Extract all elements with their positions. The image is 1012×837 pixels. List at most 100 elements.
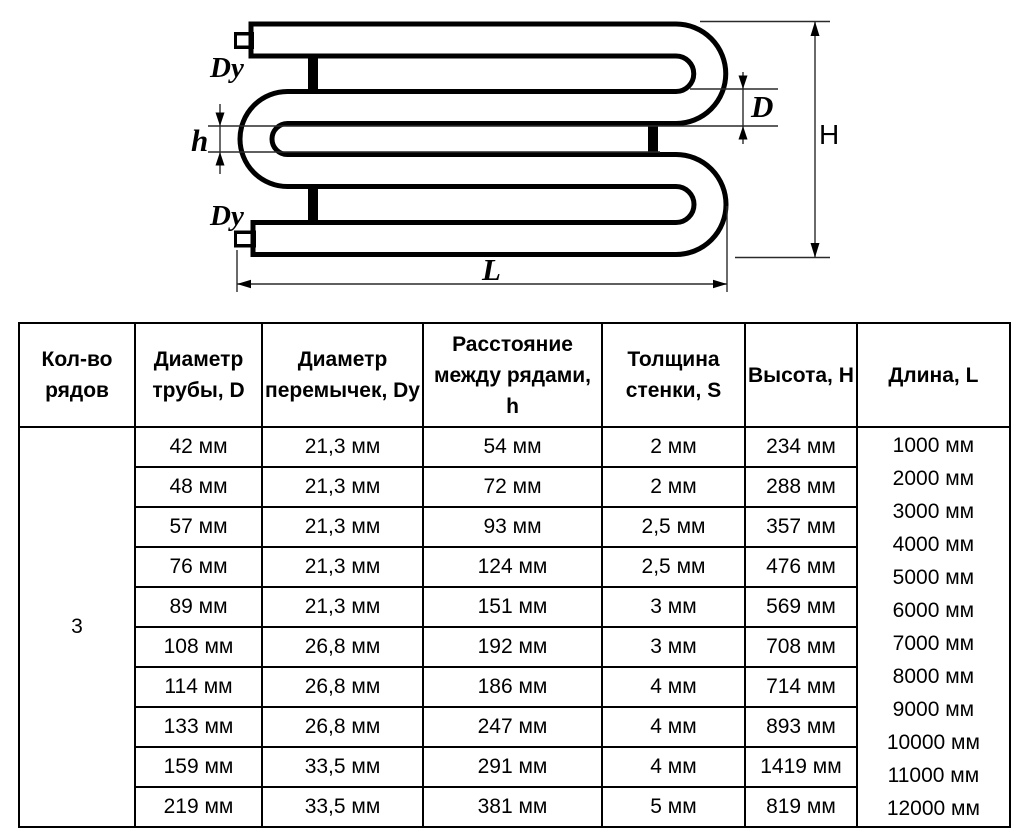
length-value: 10000 мм: [886, 731, 980, 754]
length-arrow-left: [237, 279, 251, 289]
s-value: 5 мм: [601, 786, 746, 828]
dy-top-label: Dy: [209, 52, 244, 84]
pipe-bore: [242, 26, 724, 252]
pipe-outline: [237, 21, 729, 257]
outlet-stub-bore: [237, 234, 253, 244]
d-value: 42 мм: [134, 426, 263, 468]
length-value: 3000 мм: [892, 500, 975, 523]
height-value: 234 мм: [744, 426, 858, 468]
h-value: 186 мм: [422, 666, 603, 708]
d-value: 57 мм: [134, 506, 263, 548]
d-value: 76 мм: [134, 546, 263, 588]
s-value: 2,5 мм: [601, 546, 746, 588]
rows-count-cell: 3: [18, 426, 136, 828]
header-rows-count: Кол-во рядов: [18, 322, 136, 428]
height-value: 476 мм: [744, 546, 858, 588]
inlet-stub-bore: [237, 35, 251, 46]
header-row-spacing: Расстояние между рядами, h: [422, 322, 603, 428]
s-value: 2,5 мм: [601, 506, 746, 548]
table-row: 159 мм 33,5 мм 291 мм 4 мм 1419 мм: [19, 746, 1010, 788]
s-value: 3 мм: [601, 626, 746, 668]
h-arrow-top: [215, 112, 225, 126]
d-value: 48 мм: [134, 466, 263, 508]
jumper-top-left: [308, 57, 318, 92]
height-arrow-top: [810, 21, 820, 36]
dy-value: 26,8 мм: [261, 666, 424, 708]
length-value: 11000 мм: [887, 764, 980, 787]
height-value: 708 мм: [744, 626, 858, 668]
jumper-bottom-left: [308, 187, 318, 222]
top-pipe-cap: [248, 21, 254, 59]
d-label: D: [750, 89, 773, 124]
dy-bottom-label: Dy: [209, 200, 244, 232]
header-pipe-diameter: Диаметр трубы, D: [134, 322, 263, 428]
dy-value: 26,8 мм: [261, 626, 424, 668]
h-value: 291 мм: [422, 746, 603, 788]
table-row: 57 мм 21,3 мм 93 мм 2,5 мм 357 мм: [19, 506, 1010, 548]
table-row: 76 мм 21,3 мм 124 мм 2,5 мм 476 мм: [19, 546, 1010, 588]
jumper-middle-right: [648, 124, 658, 155]
d-value: 114 мм: [134, 666, 263, 708]
table-row: 133 мм 26,8 мм 247 мм 4 мм 893 мм: [19, 706, 1010, 748]
height-value: 819 мм: [744, 786, 858, 828]
height-value: 1419 мм: [744, 746, 858, 788]
dy-value: 21,3 мм: [261, 506, 424, 548]
d-value: 108 мм: [134, 626, 263, 668]
height-label: H: [819, 119, 839, 150]
d-value: 89 мм: [134, 586, 263, 628]
length-value: 7000 мм: [892, 632, 975, 655]
header-row: Кол-во рядов Диаметр трубы, D Диаметр пе…: [18, 322, 1011, 428]
dy-value: 21,3 мм: [261, 466, 424, 508]
h-value: 247 мм: [422, 706, 603, 748]
serpentine-register-drawing: Dy h Dy D H L: [191, 20, 839, 292]
table-row: 114 мм 26,8 мм 186 мм 4 мм 714 мм: [19, 666, 1010, 708]
s-value: 2 мм: [601, 466, 746, 508]
d-arrow-top: [738, 75, 748, 89]
dy-value: 21,3 мм: [261, 546, 424, 588]
length-value: 6000 мм: [892, 599, 975, 622]
height-arrow-bottom: [810, 243, 820, 258]
d-arrow-bottom: [738, 126, 748, 140]
h-value: 54 мм: [422, 426, 603, 468]
length-value: 2000 мм: [892, 467, 975, 490]
dy-value: 21,3 мм: [261, 586, 424, 628]
lengths-cell: 1000 мм 2000 мм 3000 мм 4000 мм 5000 мм …: [855, 426, 1011, 828]
length-value: 4000 мм: [892, 533, 975, 556]
dy-value: 26,8 мм: [261, 706, 424, 748]
d-value: 159 мм: [134, 746, 263, 788]
length-value: 9000 мм: [892, 698, 975, 721]
dy-value: 21,3 мм: [261, 426, 424, 468]
d-value: 219 мм: [134, 786, 263, 828]
dy-value: 33,5 мм: [261, 746, 424, 788]
header-jumper-diameter: Диаметр перемычек, Dy: [261, 322, 424, 428]
h-value: 72 мм: [422, 466, 603, 508]
spec-table: Кол-во рядов Диаметр трубы, D Диаметр пе…: [18, 322, 1011, 828]
s-value: 4 мм: [601, 706, 746, 748]
length-value: 8000 мм: [892, 665, 975, 688]
d-value: 133 мм: [134, 706, 263, 748]
header-height: Высота, H: [744, 322, 858, 428]
height-value: 714 мм: [744, 666, 858, 708]
table-row: 219 мм 33,5 мм 381 мм 5 мм 819 мм: [19, 786, 1010, 828]
h-value: 192 мм: [422, 626, 603, 668]
height-value: 893 мм: [744, 706, 858, 748]
table-row: 89 мм 21,3 мм 151 мм 3 мм 569 мм: [19, 586, 1010, 628]
h-label: h: [191, 123, 208, 158]
h-value: 381 мм: [422, 786, 603, 828]
length-value: 5000 мм: [892, 566, 975, 589]
h-value: 124 мм: [422, 546, 603, 588]
header-wall-thickness: Толщина стенки, S: [601, 322, 746, 428]
header-length: Длина, L: [855, 322, 1011, 428]
s-value: 2 мм: [601, 426, 746, 468]
s-value: 4 мм: [601, 746, 746, 788]
h-value: 93 мм: [422, 506, 603, 548]
h-value: 151 мм: [422, 586, 603, 628]
bottom-pipe-cap: [250, 220, 256, 257]
height-value: 357 мм: [744, 506, 858, 548]
table-row: 3 42 мм 21,3 мм 54 мм 2 мм 234 мм 1000 м…: [18, 426, 1011, 828]
length-arrow-right: [713, 279, 727, 289]
height-value: 288 мм: [744, 466, 858, 508]
h-arrow-bottom: [215, 152, 225, 166]
s-value: 3 мм: [601, 586, 746, 628]
length-label: L: [481, 252, 501, 287]
